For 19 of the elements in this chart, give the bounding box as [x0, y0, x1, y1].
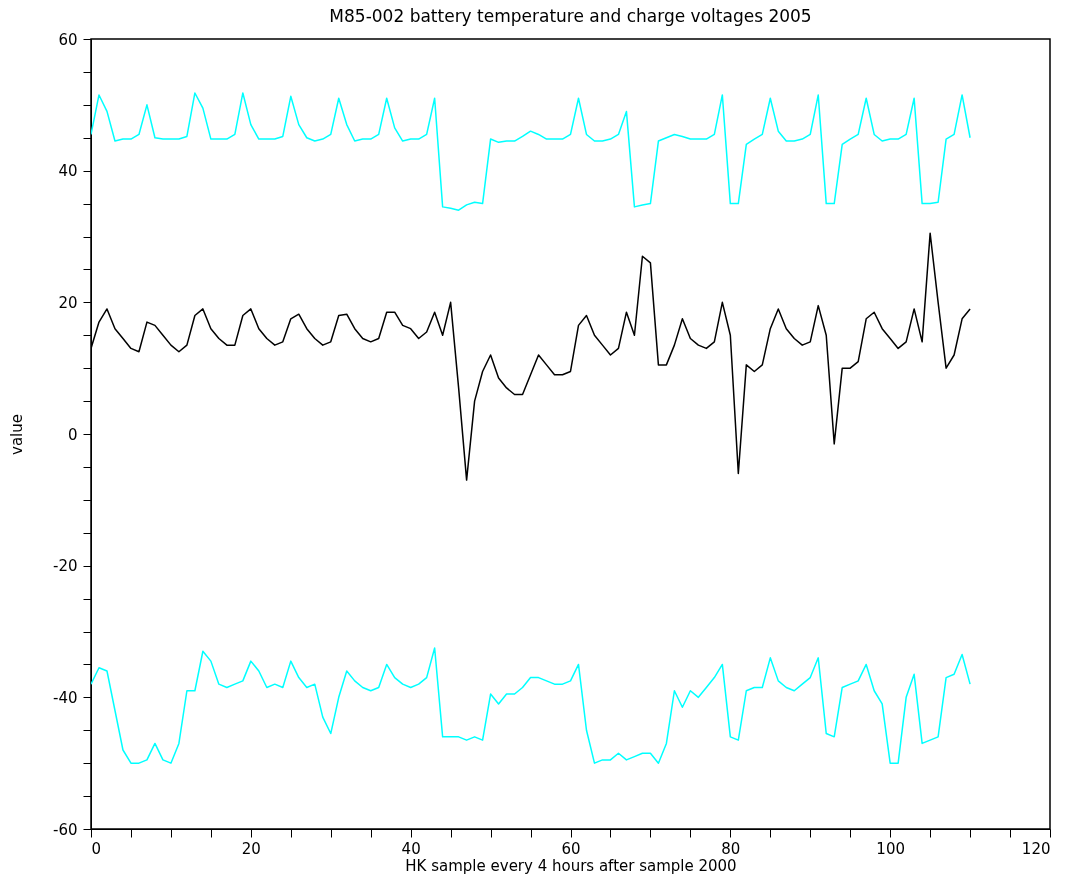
y-axis-title: value — [8, 414, 26, 455]
y-tick-label: 0 — [67, 425, 78, 444]
x-tick-label: 100 — [876, 839, 905, 858]
x-tick-label: 0 — [91, 839, 102, 858]
x-tick-label: 40 — [401, 839, 421, 858]
y-tick-label: -60 — [53, 820, 78, 839]
y-tick-label: -40 — [53, 688, 78, 707]
x-tick-label: 120 — [1021, 839, 1051, 858]
x-tick-label: 60 — [561, 839, 581, 858]
y-tick-label: 40 — [58, 162, 78, 181]
y-tick-label: 60 — [58, 30, 78, 49]
x-tick-label: 20 — [241, 839, 261, 858]
chart-title: M85-002 battery temperature and charge voltages 2005 — [329, 6, 812, 26]
x-tick-label: 80 — [721, 839, 741, 858]
line-series — [91, 647, 971, 764]
y-tick-label: 20 — [58, 293, 78, 312]
y-tick-label: -20 — [53, 557, 78, 576]
line-series — [91, 92, 971, 211]
x-axis-title: HK sample every 4 hours after sample 2000 — [405, 856, 737, 875]
